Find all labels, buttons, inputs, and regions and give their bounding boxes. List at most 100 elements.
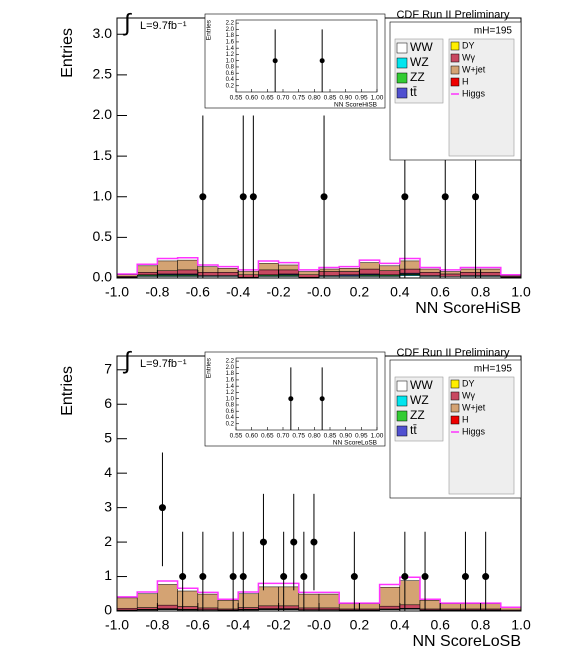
- mass-label: mH=195: [474, 364, 513, 375]
- legend-label: ZZ: [410, 70, 425, 84]
- hist-bar: [480, 603, 502, 610]
- legend-label: WW: [410, 378, 433, 392]
- hist-bar: [237, 607, 259, 610]
- inset-y-tick-label: 0.4: [226, 415, 235, 421]
- y-axis-label: Entries: [59, 366, 76, 416]
- x-tick-label: -1.0: [105, 284, 129, 300]
- y-tick-label: 1.0: [93, 187, 113, 203]
- x-tick-label: -0.2: [267, 284, 291, 300]
- lumi-label: L=9.7fb⁻¹: [140, 358, 187, 370]
- data-point: [319, 396, 325, 402]
- legend-swatch: [450, 415, 460, 425]
- hist-bar: [197, 272, 219, 276]
- inset-x-tick-label: 0.55: [230, 95, 243, 102]
- hist-bar: [157, 584, 178, 606]
- inset-x-tick-label: 0.60: [245, 95, 258, 102]
- legend-swatch: [450, 403, 460, 413]
- legend-swatch: [450, 391, 460, 401]
- inset-y-tick-label: 2.0: [226, 365, 235, 371]
- legend-label: WZ: [410, 55, 429, 69]
- legend-label: H: [462, 414, 469, 424]
- hist-bar: [298, 274, 320, 278]
- legend-label: W+jet: [462, 64, 486, 74]
- inset-y-tick-label: 2.2: [226, 21, 235, 27]
- hist-bar: [359, 603, 380, 610]
- legend-label: Wγ: [462, 390, 475, 400]
- x-tick-label: 0.8: [471, 284, 491, 300]
- hist-bar: [439, 273, 461, 277]
- hist-bar: [318, 607, 340, 610]
- data-point: [401, 193, 409, 201]
- inset-x-label: NN ScoreHiSB: [334, 102, 377, 109]
- inset-y-tick-label: 0.8: [226, 65, 235, 71]
- inset-y-tick-label: 0.2: [226, 421, 235, 427]
- y-tick-label: 6: [104, 395, 112, 411]
- hist-bar: [399, 604, 421, 609]
- legend-swatch: [450, 379, 460, 389]
- inset-y-tick-label: 0.6: [226, 71, 235, 77]
- hist-bar: [157, 604, 178, 609]
- x-tick-label: 0.4: [390, 617, 410, 633]
- data-point: [288, 396, 294, 402]
- inset-x-tick-label: 0.55: [230, 433, 243, 440]
- hist-bar: [177, 590, 199, 607]
- inset-x-tick-label: 0.90: [339, 433, 352, 440]
- data-point: [401, 573, 409, 581]
- hist-bar: [419, 600, 441, 610]
- data-point: [272, 58, 278, 64]
- legend-label: ZZ: [410, 408, 425, 422]
- data-point: [461, 573, 469, 581]
- hist-bar: [136, 265, 158, 273]
- x-tick-label: -0.0: [307, 284, 331, 300]
- hist-bar: [278, 605, 300, 609]
- hist-bar: [237, 271, 259, 275]
- inset-y-tick-label: 0.4: [226, 77, 235, 83]
- legend-box: [448, 376, 515, 495]
- x-tick-label: -0.8: [145, 284, 169, 300]
- hist-bar: [298, 271, 320, 275]
- x-axis-label: NN ScoreLoSB: [413, 633, 522, 650]
- x-tick-label: -0.0: [307, 617, 331, 633]
- inset-x-tick-label: 0.85: [324, 433, 337, 440]
- hist-bar: [480, 272, 502, 276]
- hist-bar: [217, 268, 239, 273]
- inset-x-tick-label: 0.70: [277, 95, 290, 102]
- inset-frame: [235, 357, 378, 431]
- inset-x-tick-label: 1.00: [371, 95, 384, 102]
- x-tick-label: 0.2: [350, 617, 370, 633]
- hist-bar: [258, 269, 279, 275]
- inset-x-tick-label: 0.95: [355, 95, 368, 102]
- inset-x-label: NN ScoreLoSB: [333, 440, 377, 447]
- hist-bar: [379, 265, 401, 271]
- hist-bar: [197, 607, 219, 610]
- hist-bar: [278, 269, 300, 275]
- inset-x-tick-label: 0.90: [339, 95, 352, 102]
- hist-bar: [359, 262, 380, 270]
- legend-box: [448, 38, 515, 157]
- data-point: [199, 573, 207, 581]
- hist-bar: [439, 603, 461, 610]
- y-tick-label: 0.0: [93, 269, 113, 285]
- data-point: [482, 573, 490, 581]
- hist-bar: [136, 272, 158, 275]
- y-tick-label: 2.0: [93, 106, 113, 122]
- hist-bar: [217, 272, 239, 276]
- integral-sign: ∫: [122, 347, 132, 374]
- hist-bar: [399, 260, 421, 270]
- inset-y-tick-label: 1.0: [226, 396, 235, 402]
- inset-y-tick-label: 1.2: [226, 52, 235, 58]
- hist-bar: [258, 586, 279, 607]
- inset-x-tick-label: 0.75: [292, 433, 305, 440]
- hist-bar: [399, 268, 421, 274]
- inset-y-tick-label: 0.6: [226, 409, 235, 415]
- hist-bar: [177, 259, 199, 271]
- x-tick-label: 0.6: [430, 284, 450, 300]
- inset-y-tick-label: 1.8: [226, 371, 235, 377]
- x-tick-label: -1.0: [105, 617, 129, 633]
- hist-bar: [379, 605, 401, 610]
- inset-x-tick-label: 0.70: [277, 433, 290, 440]
- hist-bar: [258, 263, 279, 271]
- x-tick-label: -0.4: [226, 617, 250, 633]
- x-tick-label: 1.0: [511, 284, 531, 300]
- hist-bar: [318, 268, 340, 272]
